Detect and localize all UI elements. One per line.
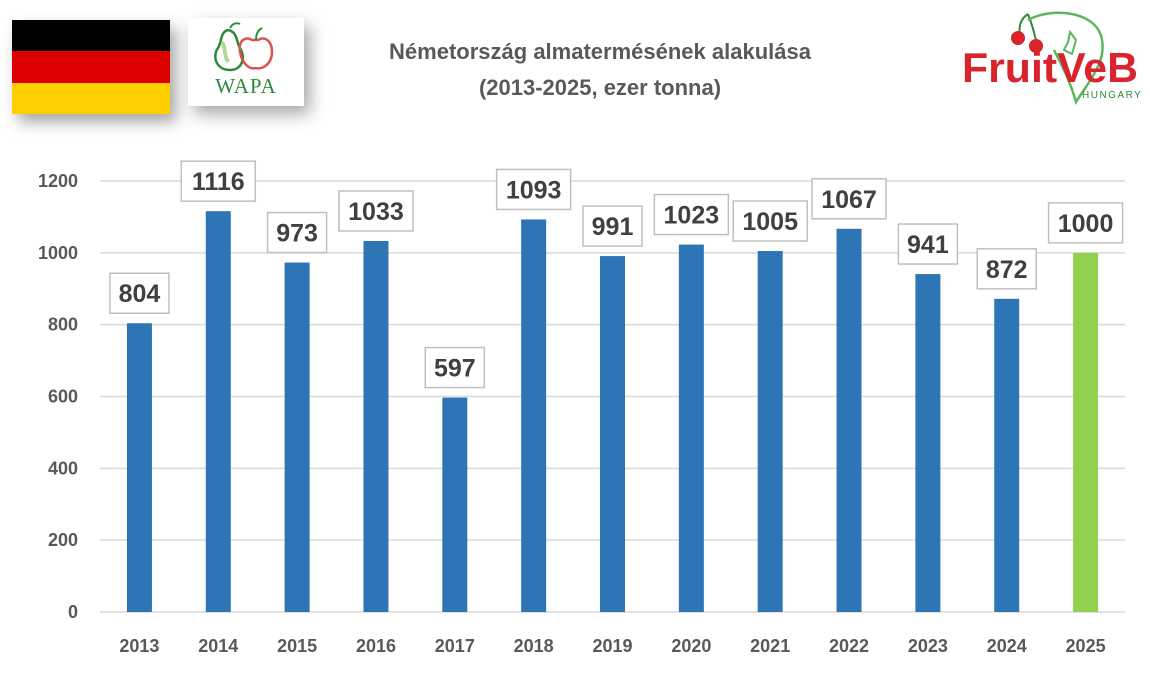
- data-label-2015: 973: [276, 220, 318, 248]
- bar-2021: [757, 251, 783, 612]
- data-label-box-2016: [338, 190, 414, 232]
- data-label-box-2023: [897, 223, 959, 265]
- flag-stripe-gold: [12, 82, 170, 114]
- data-label-box-2017: [424, 346, 486, 389]
- y-tick-label: 600: [48, 387, 78, 407]
- data-label-2019: 991: [592, 213, 634, 241]
- data-label-box-2025: [1047, 202, 1124, 244]
- bar-2022: [836, 228, 862, 612]
- bar-2015: [284, 262, 310, 612]
- data-label-2017: 597: [434, 355, 476, 383]
- data-label-box-2021: [732, 200, 808, 242]
- y-tick-label: 800: [48, 315, 78, 335]
- bar-series: [126, 211, 1099, 613]
- x-tick-label-2017: 2017: [435, 636, 475, 656]
- x-tick-label-2023: 2023: [908, 636, 948, 656]
- x-tick-label-2024: 2024: [987, 636, 1027, 656]
- y-axis: 0 200 400 600 800 1000 1200: [38, 171, 78, 622]
- flag-stripe-black: [12, 20, 170, 52]
- data-label-2013: 804: [119, 280, 161, 308]
- bar-2024: [994, 298, 1020, 612]
- x-tick-label-2022: 2022: [829, 636, 869, 656]
- x-tick-label-2016: 2016: [356, 636, 396, 656]
- data-label-box-2018: [495, 168, 572, 211]
- y-tick-label: 200: [48, 530, 78, 550]
- x-tick-label-2018: 2018: [514, 636, 554, 656]
- data-label-2024: 872: [986, 256, 1028, 284]
- data-label-box-2015: [266, 211, 328, 254]
- x-tick-label-2013: 2013: [119, 636, 159, 656]
- x-tick-label-2015: 2015: [277, 636, 317, 656]
- data-label-2025: 1000: [1058, 210, 1114, 238]
- data-label-2016: 1033: [348, 198, 404, 226]
- data-labels: 804 1116 973 1033 597 1093 991 1023 1005 1067 941 8…: [109, 160, 1124, 389]
- data-label-2018: 1093: [506, 176, 562, 204]
- bar-2013: [126, 323, 152, 612]
- data-label-2014: 1116: [192, 168, 245, 196]
- pear-apple-icon: [214, 22, 274, 72]
- fruitveb-logo: FruitVeB HUNGARY: [962, 11, 1142, 106]
- germany-flag: [12, 20, 170, 114]
- y-tick-label: 1200: [38, 171, 78, 191]
- y-tick-label: 0: [68, 602, 78, 622]
- bar-2023: [915, 274, 941, 612]
- bar-2025: [1073, 252, 1099, 612]
- bar-chart: 0 200 400 600 800 1000 1200 804 1116 973 1033 597 1…: [38, 160, 1125, 656]
- x-axis: 2013 2014 2015 2016 2017 2018 2019 2020 2021 2022…: [119, 636, 1105, 656]
- wapa-logo: WAPA: [188, 18, 304, 106]
- data-label-box-2019: [582, 205, 643, 247]
- fruitveb-logo-subtext: HUNGARY: [1082, 90, 1142, 101]
- x-tick-label-2014: 2014: [198, 636, 238, 656]
- data-label-2020: 1023: [664, 202, 720, 230]
- y-tick-label: 1000: [38, 243, 78, 263]
- wapa-logo-text: WAPA: [215, 74, 277, 98]
- data-label-2022: 1067: [821, 186, 877, 214]
- cherry-icon: [1011, 13, 1043, 53]
- y-tick-label: 400: [48, 458, 78, 478]
- bar-2018: [521, 219, 547, 612]
- bar-2016: [363, 240, 389, 612]
- flag-stripe-red: [12, 51, 170, 83]
- chart-title-line1: Németország almatermésének alakulása: [389, 39, 811, 64]
- chart-title-line2: (2013-2025, ezer tonna): [478, 75, 722, 100]
- x-tick-label-2019: 2019: [592, 636, 632, 656]
- leaf-swoosh-icon: [1027, 11, 1104, 106]
- data-label-2023: 941: [907, 231, 949, 259]
- data-label-box-2020: [653, 193, 730, 236]
- pepper-icon: [1062, 29, 1078, 56]
- data-label-box-2022: [811, 178, 887, 220]
- data-label-2021: 1005: [742, 208, 798, 236]
- bar-2020: [678, 244, 704, 612]
- bar-2017: [442, 397, 468, 612]
- bar-2014: [205, 211, 231, 613]
- x-tick-label-2021: 2021: [750, 636, 790, 656]
- data-label-box-2014: [180, 160, 257, 202]
- data-label-box-2024: [976, 248, 1037, 290]
- x-tick-label-2025: 2025: [1066, 636, 1106, 656]
- chart-title: Németország almatermésének alakulása (20…: [320, 34, 880, 106]
- data-label-box-2013: [109, 272, 170, 314]
- bar-2019: [600, 256, 625, 612]
- fruitveb-logo-text: FruitVeB: [962, 44, 1138, 91]
- x-tick-label-2020: 2020: [671, 636, 711, 656]
